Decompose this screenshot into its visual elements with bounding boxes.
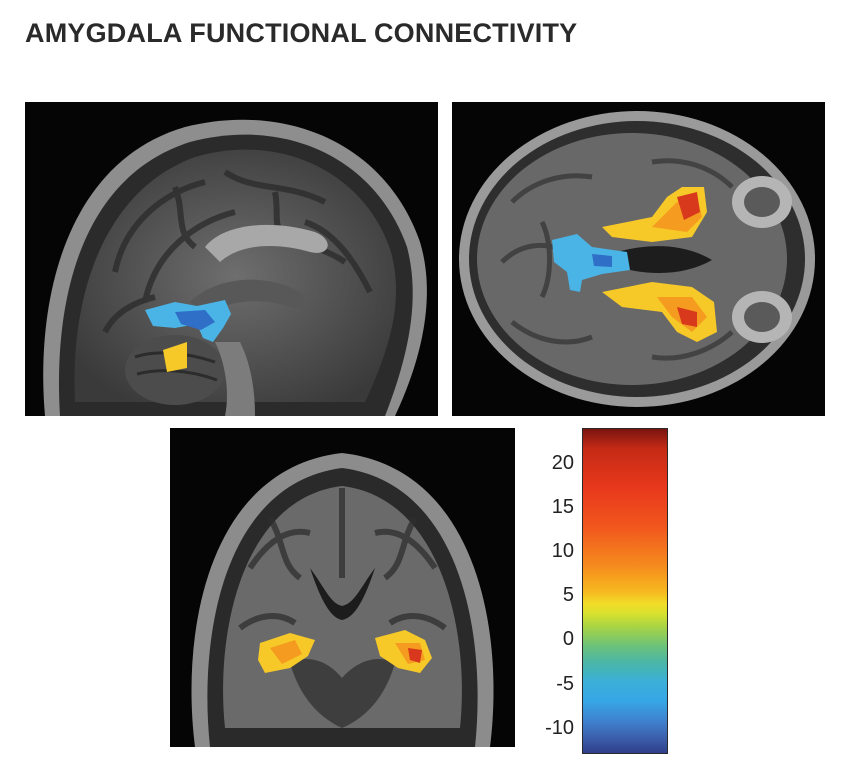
colorbar-tick-label: 10 bbox=[551, 540, 574, 563]
sagittal-brain-image bbox=[25, 102, 438, 416]
axial-brain-image bbox=[452, 102, 825, 416]
colorbar-tick-label: 0 bbox=[562, 628, 574, 651]
figure-title: AMYGDALA FUNCTIONAL CONNECTIVITY bbox=[25, 18, 578, 48]
colorbar-tick-label: -5 bbox=[556, 672, 574, 695]
coronal-brain-image bbox=[170, 428, 515, 747]
colorbar-tick-label: 5 bbox=[562, 584, 574, 607]
colorbar-tick-label: 20 bbox=[551, 452, 574, 475]
colorbar-gradient bbox=[583, 429, 667, 753]
colorbar-tick-label: 15 bbox=[551, 496, 574, 519]
colorbar-tick-label: -10 bbox=[545, 716, 574, 739]
colorbar bbox=[582, 428, 668, 754]
